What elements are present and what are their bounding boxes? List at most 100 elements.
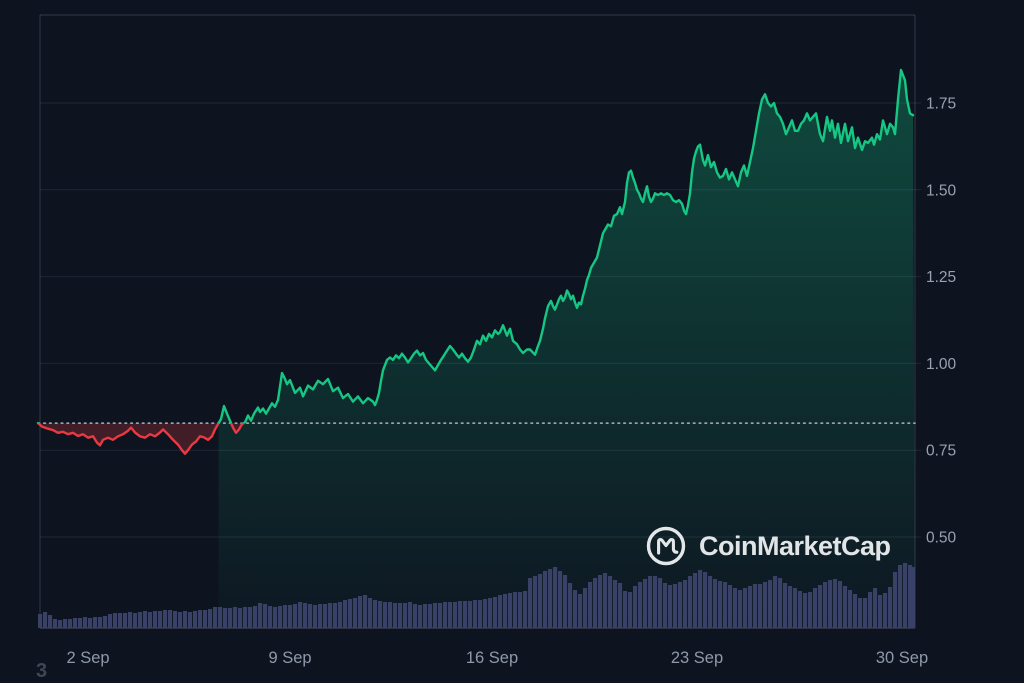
volume-bar bbox=[493, 597, 498, 628]
volume-bar bbox=[253, 606, 258, 628]
volume-bar bbox=[238, 608, 243, 628]
volume-bar bbox=[513, 592, 518, 628]
volume-bar bbox=[703, 572, 708, 628]
volume-bar bbox=[38, 614, 43, 628]
volume-bar bbox=[118, 613, 123, 628]
volume-bar bbox=[718, 581, 723, 628]
volume-bar bbox=[273, 607, 278, 628]
volume-bar bbox=[303, 603, 308, 628]
volume-bar bbox=[383, 602, 388, 628]
volume-bar bbox=[523, 591, 528, 628]
x-tick-label: 16 Sep bbox=[466, 649, 518, 667]
x-axis-labels: 2 Sep 9 Sep 16 Sep 23 Sep 30 Sep bbox=[66, 649, 928, 667]
volume-bar bbox=[358, 596, 363, 628]
volume-bar bbox=[433, 603, 438, 628]
volume-bar bbox=[633, 586, 638, 628]
volume-bar bbox=[173, 611, 178, 628]
volume-bar bbox=[558, 571, 563, 628]
volume-bar bbox=[878, 595, 883, 628]
volume-bar bbox=[708, 576, 713, 628]
volume-bar bbox=[598, 575, 603, 628]
volume-bar bbox=[318, 604, 323, 628]
volume-bar bbox=[398, 603, 403, 628]
volume-bar bbox=[178, 612, 183, 628]
volume-bar bbox=[713, 579, 718, 628]
volume-bar bbox=[158, 611, 163, 628]
volume-bar bbox=[328, 603, 333, 628]
volume-bar bbox=[888, 587, 893, 628]
volume-bar bbox=[93, 617, 98, 628]
volume-bar bbox=[298, 602, 303, 628]
volume-bar bbox=[748, 586, 753, 628]
volume-bar bbox=[283, 605, 288, 628]
price-area-fill bbox=[218, 70, 916, 628]
volume-bar bbox=[583, 588, 588, 628]
volume-bar bbox=[848, 590, 853, 628]
y-tick-label: 1.25 bbox=[926, 269, 956, 286]
volume-bar bbox=[308, 604, 313, 628]
volume-bar bbox=[578, 594, 583, 628]
volume-bar bbox=[213, 607, 218, 628]
volume-bar bbox=[418, 605, 423, 628]
volume-bar bbox=[518, 592, 523, 628]
volume-bar bbox=[728, 585, 733, 628]
volume-bar bbox=[268, 606, 273, 628]
volume-bar bbox=[758, 584, 763, 628]
volume-bar bbox=[563, 575, 568, 628]
volume-bar bbox=[763, 582, 768, 628]
volume-bar bbox=[538, 574, 543, 628]
y-tick-label: 1.75 bbox=[926, 96, 956, 113]
volume-bar bbox=[623, 591, 628, 628]
volume-bar bbox=[658, 578, 663, 628]
volume-bar bbox=[368, 598, 373, 628]
volume-bar bbox=[778, 578, 783, 628]
volume-bar bbox=[208, 609, 213, 628]
volume-bar bbox=[668, 585, 673, 628]
volume-bar bbox=[48, 615, 53, 628]
volume-bar bbox=[153, 611, 158, 628]
volume-bar bbox=[803, 593, 808, 628]
volume-bar bbox=[108, 614, 113, 628]
volume-bar bbox=[68, 619, 73, 628]
volume-bar bbox=[463, 601, 468, 628]
volume-bar bbox=[773, 576, 778, 628]
volume-bar bbox=[738, 590, 743, 628]
volume-bar bbox=[813, 588, 818, 628]
volume-bar bbox=[693, 573, 698, 628]
volume-bar bbox=[743, 588, 748, 628]
price-line-up bbox=[36, 68, 915, 424]
volume-bar bbox=[788, 586, 793, 628]
volume-bar bbox=[528, 578, 533, 628]
volume-bar bbox=[593, 578, 598, 628]
volume-bar bbox=[378, 601, 383, 628]
volume-bar bbox=[193, 611, 198, 628]
volume-bar bbox=[188, 612, 193, 628]
volume-bar bbox=[823, 582, 828, 628]
volume-bar bbox=[798, 591, 803, 628]
x-tick-label: 9 Sep bbox=[268, 649, 311, 667]
y-axis-labels: 1.75 1.50 1.25 1.00 0.75 0.50 bbox=[926, 96, 957, 547]
volume-bar bbox=[393, 603, 398, 628]
volume-bar bbox=[508, 593, 513, 628]
volume-bar bbox=[543, 571, 548, 628]
volume-bar bbox=[833, 579, 838, 628]
volume-bar bbox=[403, 603, 408, 628]
volume-bar bbox=[828, 580, 833, 628]
volume-bar bbox=[733, 588, 738, 628]
volume-bar bbox=[473, 600, 478, 628]
volume-bar bbox=[448, 602, 453, 628]
volume-bar bbox=[483, 599, 488, 628]
volume-bar bbox=[533, 576, 538, 628]
volume-bar bbox=[768, 580, 773, 628]
volume-bar bbox=[893, 572, 898, 628]
volume-bar bbox=[58, 620, 63, 628]
volume-bar bbox=[588, 582, 593, 628]
volume-bar bbox=[568, 583, 573, 628]
volume-bar bbox=[911, 567, 916, 628]
volume-bar bbox=[478, 600, 483, 628]
volume-bar bbox=[608, 576, 613, 628]
volume-bar bbox=[858, 598, 863, 628]
volume-bar bbox=[553, 567, 558, 628]
y-tick-label: 0.75 bbox=[926, 443, 956, 460]
